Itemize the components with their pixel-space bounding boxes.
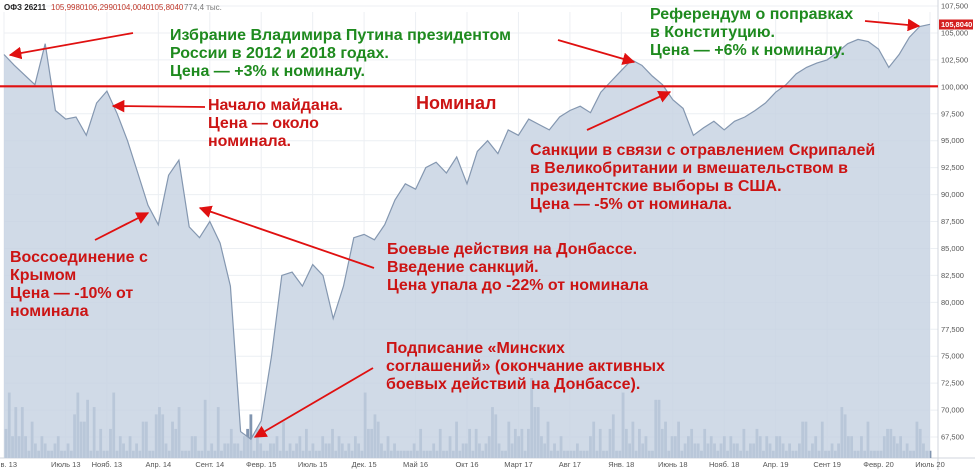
x-tick-label: Февр. 15 bbox=[246, 460, 277, 469]
y-tick-label: 70,000 bbox=[941, 406, 964, 415]
header-open: 105,9980 bbox=[51, 3, 85, 12]
y-tick-label: 82,500 bbox=[941, 271, 964, 280]
annotation-line: России в 2012 и 2018 годах. bbox=[170, 45, 389, 62]
header-close: 105,8040 bbox=[150, 3, 184, 12]
annotation-line: президентские выборы в США. bbox=[530, 178, 782, 195]
header-low: 104,0040 bbox=[117, 3, 151, 12]
x-tick-label: Нояб. 13 bbox=[92, 460, 122, 469]
annotation-line: в Великобритании и вмешательством в bbox=[530, 160, 848, 177]
annotation-line: Крымом bbox=[10, 267, 76, 284]
annotation-line: Цена — +6% к номиналу. bbox=[650, 42, 845, 59]
annotation-skripal: Санкции в связи с отравлением Скрипалейв… bbox=[530, 142, 875, 213]
annotation-line: номинала bbox=[10, 303, 89, 320]
x-tick-label: Сент. 14 bbox=[195, 460, 224, 469]
annotation-line: Цена упала до -22% от номинала bbox=[387, 277, 648, 294]
header-ticker: ОФЗ 26211 bbox=[4, 3, 47, 12]
y-tick-label: 80,000 bbox=[941, 298, 964, 307]
chart-header: ОФЗ 26211 105,9980 106,2990 104,0040 105… bbox=[4, 3, 222, 12]
price-area bbox=[3, 23, 931, 459]
y-tick-label: 100,000 bbox=[941, 82, 968, 91]
annotation-line: Боевые действия на Донбассе. bbox=[387, 241, 637, 258]
annotation-line: Санкции в связи с отравлением Скрипалей bbox=[530, 142, 875, 159]
y-tick-label: 92,500 bbox=[941, 163, 964, 172]
x-tick-label: Март 17 bbox=[504, 460, 532, 469]
y-tick-label: 107,500 bbox=[941, 2, 968, 11]
x-tick-label: Нояб. 18 bbox=[709, 460, 739, 469]
y-tick-label: 102,500 bbox=[941, 55, 968, 64]
arrow-crimea bbox=[94, 212, 150, 241]
annotation-line: Начало майдана. bbox=[208, 97, 343, 114]
annotation-donbass: Боевые действия на Донбассе.Введение сан… bbox=[387, 241, 648, 294]
y-tick-label: 87,500 bbox=[941, 217, 964, 226]
annotation-line: в Конституцию. bbox=[650, 24, 775, 41]
annotation-line: соглашений» (окончание активных bbox=[386, 358, 665, 375]
nominal-label: Номинал bbox=[416, 93, 496, 113]
price-line bbox=[3, 23, 931, 441]
x-tick-label: Май 16 bbox=[403, 460, 428, 469]
y-tick-label: 75,000 bbox=[941, 352, 964, 361]
arrow-referendum bbox=[864, 18, 921, 32]
volume-bar bbox=[249, 414, 253, 458]
last-value-badge: 105,8040 bbox=[939, 19, 973, 30]
annotation-line: Референдум о поправках bbox=[650, 6, 853, 23]
x-tick-label: Июль 15 bbox=[298, 460, 328, 469]
arrow-minsk bbox=[253, 367, 374, 438]
annotations: Избрание Владимира Путина президентомРос… bbox=[10, 6, 875, 393]
annotation-putin-election: Избрание Владимира Путина президентомРос… bbox=[170, 27, 511, 80]
arrow-donbass bbox=[198, 205, 375, 269]
arrow-maidan bbox=[111, 99, 206, 113]
annotation-line: Подписание «Минских bbox=[386, 340, 565, 357]
price-area-fill bbox=[4, 24, 930, 459]
annotation-line: номинала. bbox=[208, 133, 291, 150]
annotation-line: Цена — -10% от bbox=[10, 285, 133, 302]
y-tick-label: 97,500 bbox=[941, 109, 964, 118]
last-value-badge-text: 105,8040 bbox=[941, 20, 972, 29]
annotation-line: боевых действий на Донбассе). bbox=[386, 376, 640, 393]
annotation-line: Введение санкций. bbox=[387, 259, 539, 276]
x-tick-label: Авг 17 bbox=[559, 460, 581, 469]
y-tick-label: 90,000 bbox=[941, 190, 964, 199]
x-tick-label: Окт 16 bbox=[455, 460, 478, 469]
y-tick-label: 85,000 bbox=[941, 244, 964, 253]
x-tick-label: Апр. 14 bbox=[145, 460, 171, 469]
header-high: 106,2990 bbox=[84, 3, 118, 12]
x-tick-label: Янв. 18 bbox=[608, 460, 634, 469]
header-volume: 774,4 тыс. bbox=[184, 3, 222, 12]
y-tick-label: 77,500 bbox=[941, 325, 964, 334]
annotation-line: Цена — около bbox=[208, 115, 319, 132]
annotation-line: Цена — +3% к номиналу. bbox=[170, 63, 365, 80]
annotation-line: Цена — -5% от номинала. bbox=[530, 196, 732, 213]
last-value-badge-bg bbox=[939, 19, 973, 30]
arrow-putin-2018 bbox=[557, 39, 636, 65]
x-tick-label: Дек. 15 bbox=[352, 460, 377, 469]
annotation-line: Воссоединение с bbox=[10, 249, 148, 266]
x-tick-label: Апр. 19 bbox=[763, 460, 789, 469]
arrow-skripal bbox=[586, 90, 672, 131]
x-tick-label: Февр. 20 bbox=[863, 460, 894, 469]
x-tick-label: Июль 20 bbox=[915, 460, 945, 469]
x-tick-label: Июнь 18 bbox=[658, 460, 688, 469]
y-tick-label: 95,000 bbox=[941, 136, 964, 145]
annotation-line: Избрание Владимира Путина президентом bbox=[170, 27, 511, 44]
x-axis-ticks: Янв. 13 Июль 13 Нояб. 13 Апр. 14 Сент. 14 Фев… bbox=[0, 460, 945, 469]
x-tick-label: Июль 13 bbox=[51, 460, 81, 469]
y-tick-label: 72,500 bbox=[941, 379, 964, 388]
arrow-putin-2012 bbox=[8, 32, 134, 60]
annotation-arrows bbox=[8, 18, 921, 438]
y-tick-label: 105,000 bbox=[941, 28, 968, 37]
x-tick-label: Сент 19 bbox=[813, 460, 841, 469]
nominal-line-group: Номинал bbox=[0, 85, 938, 113]
x-tick-label: Янв. 13 bbox=[0, 460, 17, 469]
y-tick-label: 67,500 bbox=[941, 433, 964, 442]
y-axis-ticks: 67,500 70,000 72,500 75,000 77,500 80,000 82,5… bbox=[941, 2, 968, 442]
